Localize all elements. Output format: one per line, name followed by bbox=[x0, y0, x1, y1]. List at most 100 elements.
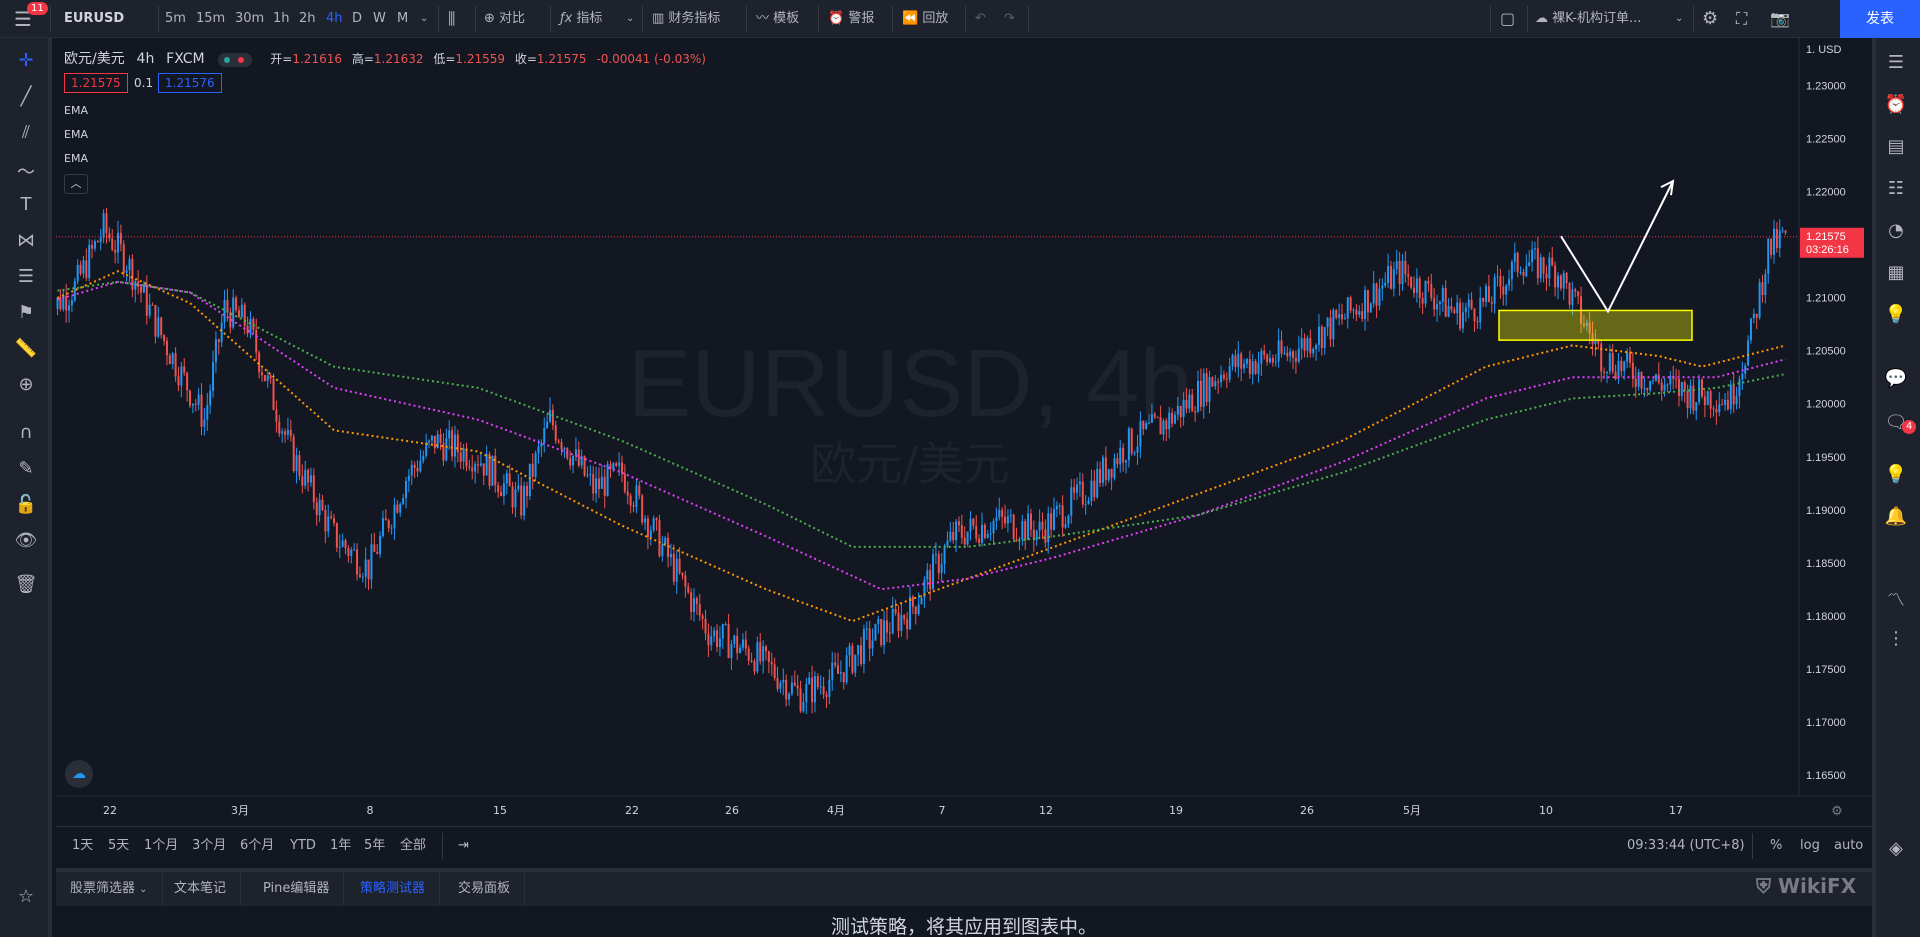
trending-icon[interactable]: 〽 bbox=[1887, 590, 1905, 611]
legend-pair[interactable]: 欧元/美元 bbox=[64, 51, 125, 67]
trash-icon[interactable]: 🗑 bbox=[14, 574, 38, 595]
undo-icon[interactable]: ↶ bbox=[975, 11, 986, 26]
range-all[interactable]: 全部 bbox=[400, 838, 427, 853]
interval-30m[interactable]: 30m bbox=[235, 11, 265, 26]
range-ytd[interactable]: YTD bbox=[290, 838, 316, 853]
lightbulb-icon[interactable]: 💡 bbox=[1884, 304, 1908, 325]
interval-4h[interactable]: 4h bbox=[326, 11, 343, 26]
text-icon[interactable]: T bbox=[20, 194, 32, 215]
tab-strategy-tester[interactable]: 策略测试器 bbox=[346, 872, 441, 906]
auto-toggle[interactable]: auto bbox=[1834, 838, 1864, 853]
alert-button[interactable]: ⏰ 警报 bbox=[828, 11, 875, 26]
log-toggle[interactable]: log bbox=[1800, 838, 1820, 853]
interval-15m[interactable]: 15m bbox=[196, 11, 226, 26]
price-chart[interactable]: EURUSD, 4h 欧元/美元 1. USD 1.23000 1.22500 1.2… bbox=[56, 38, 1872, 824]
candle-style-icon[interactable]: ⫼ bbox=[448, 9, 456, 28]
ruler-icon[interactable]: 📏 bbox=[14, 338, 38, 359]
messages-icon[interactable]: 🗨 bbox=[1884, 412, 1908, 433]
lock-icon[interactable]: 🔓 bbox=[14, 494, 38, 515]
camera-icon[interactable]: 📷 bbox=[1770, 9, 1790, 28]
calendar-list-icon[interactable]: ☷ bbox=[1887, 178, 1905, 199]
financials-button[interactable]: ▥ 财务指标 bbox=[652, 11, 721, 26]
collapse-legend-button[interactable]: ︿ bbox=[64, 174, 88, 194]
expand-icon[interactable]: ⛶ bbox=[1736, 9, 1748, 28]
range-5d[interactable]: 5天 bbox=[108, 838, 130, 853]
layers-icon[interactable]: ◈ bbox=[1889, 838, 1903, 859]
brush-icon[interactable]: 〜 bbox=[17, 162, 35, 183]
price-tick-label: 1.20500 bbox=[1806, 346, 1846, 358]
candle-body bbox=[1136, 446, 1139, 453]
icons-icon[interactable]: ⚑ bbox=[17, 302, 35, 323]
crosshair-icon[interactable]: ✛ bbox=[18, 50, 34, 71]
indicator-ema-2[interactable]: EMA bbox=[64, 128, 88, 141]
zoom-icon[interactable]: ⊕ bbox=[18, 374, 34, 395]
news-icon[interactable]: ▤ bbox=[1887, 136, 1905, 157]
candle-body bbox=[1240, 353, 1243, 369]
star-icon[interactable]: ☆ bbox=[17, 886, 35, 907]
chevron-down-icon[interactable]: ⌄ bbox=[1675, 13, 1684, 24]
bell-icon[interactable]: 🔔 bbox=[1884, 506, 1908, 527]
goto-date-icon[interactable]: ⇥ bbox=[458, 838, 469, 853]
tab-stock-screener[interactable]: 股票筛选器 ⌄ bbox=[56, 872, 163, 907]
candle-body bbox=[376, 551, 379, 554]
redo-icon[interactable]: ↷ bbox=[1004, 11, 1015, 26]
tab-trading-panel[interactable]: 交易面板 bbox=[444, 872, 526, 906]
pencil-lock-icon[interactable]: ✎ bbox=[18, 458, 34, 479]
interval-2h[interactable]: 2h bbox=[299, 11, 316, 26]
range-1y[interactable]: 1年 bbox=[330, 838, 352, 853]
range-3m[interactable]: 3个月 bbox=[192, 838, 227, 853]
publish-button[interactable]: 发表 bbox=[1840, 0, 1920, 38]
sell-price-button[interactable]: 1.21575 bbox=[64, 73, 128, 93]
chart-pane[interactable]: EURUSD, 4h 欧元/美元 1. USD 1.23000 1.22500 1.2… bbox=[56, 38, 1872, 824]
percent-toggle[interactable]: % bbox=[1770, 838, 1783, 853]
tradingview-logo-icon[interactable]: ☁ bbox=[65, 760, 93, 788]
compare-button[interactable]: ⊕ 对比 bbox=[484, 11, 526, 26]
buy-price-button[interactable]: 1.21576 bbox=[158, 73, 222, 93]
indicator-ema-1[interactable]: EMA bbox=[64, 104, 88, 117]
range-5y[interactable]: 5年 bbox=[364, 838, 386, 853]
layout-selector[interactable]: ☁ 裸K-机构订单... bbox=[1535, 11, 1642, 26]
candle-body bbox=[609, 464, 612, 470]
clock-readout[interactable]: 09:33:44 (UTC+8) bbox=[1627, 838, 1745, 853]
pie-chart-icon[interactable]: ◔ bbox=[1888, 220, 1904, 241]
tab-pine-editor[interactable]: Pine编辑器 bbox=[249, 872, 345, 906]
interval-5m[interactable]: 5m bbox=[165, 11, 186, 26]
idea-icon[interactable]: 💡 bbox=[1884, 464, 1908, 485]
range-1m[interactable]: 1个月 bbox=[144, 838, 179, 853]
prediction-icon[interactable]: ☰ bbox=[17, 266, 35, 287]
indicator-ema-3[interactable]: EMA bbox=[64, 152, 88, 165]
range-6m[interactable]: 6个月 bbox=[240, 838, 275, 853]
dom-icon[interactable]: ⋮ bbox=[1887, 628, 1905, 649]
chevron-down-icon[interactable]: ⌄ bbox=[626, 13, 635, 24]
symbol-search-button[interactable]: EURUSD bbox=[64, 11, 125, 26]
eye-icon[interactable]: 👁 bbox=[14, 530, 38, 551]
replay-button[interactable]: ⏪ 回放 bbox=[902, 11, 949, 26]
watchlist-icon[interactable]: ☰ bbox=[1887, 52, 1905, 73]
interval-m[interactable]: M bbox=[397, 11, 409, 26]
pattern-icon[interactable]: ⋈ bbox=[17, 230, 35, 251]
alarm-clock-icon[interactable]: ⏰ bbox=[1884, 94, 1908, 115]
chat-icon[interactable]: 💬 bbox=[1884, 368, 1908, 389]
gear-icon[interactable]: ⚙ bbox=[1702, 8, 1719, 29]
trend-line-icon[interactable]: ╱ bbox=[20, 86, 32, 107]
interval-w[interactable]: W bbox=[373, 11, 386, 26]
candle-body bbox=[1145, 423, 1148, 429]
magnet-icon[interactable]: ∩ bbox=[19, 422, 33, 443]
interval-d[interactable]: D bbox=[352, 11, 363, 26]
chevron-down-icon[interactable]: ⌄ bbox=[420, 13, 429, 24]
market-status-toggle[interactable] bbox=[218, 52, 253, 67]
candle-body bbox=[220, 322, 223, 343]
candle-body bbox=[1211, 377, 1214, 387]
indicators-button[interactable]: ƒx 指标 bbox=[560, 11, 603, 26]
interval-1h[interactable]: 1h bbox=[273, 11, 290, 26]
tab-text-notes[interactable]: 文本笔记 bbox=[160, 872, 242, 906]
candle-body bbox=[1729, 384, 1732, 410]
range-1d[interactable]: 1天 bbox=[72, 838, 94, 853]
candle-body bbox=[1355, 309, 1358, 315]
calendar-icon[interactable]: ▦ bbox=[1887, 262, 1905, 283]
candle-body bbox=[1430, 283, 1433, 299]
templates-button[interactable]: 〰 模板 bbox=[756, 11, 800, 26]
fullscreen-layout-icon[interactable]: ▢ bbox=[1500, 9, 1516, 28]
menu-icon[interactable]: ☰ bbox=[14, 7, 32, 31]
pitchfork-icon[interactable]: ⫽ bbox=[21, 122, 31, 143]
